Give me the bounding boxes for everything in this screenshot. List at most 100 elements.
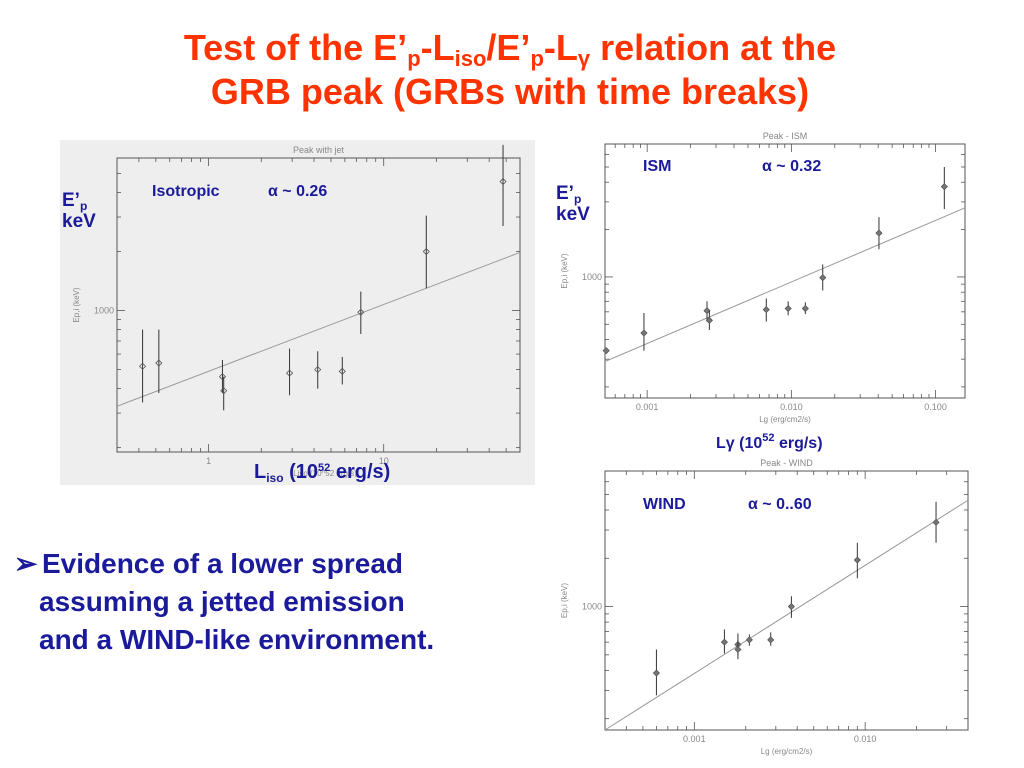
jet-scatter-plot: Peak with jet Ep,i (keV) Liso (10^52 erg/s…	[60, 140, 535, 485]
plot-background	[548, 455, 978, 760]
plot-frame	[116, 157, 521, 453]
data-point	[720, 638, 728, 646]
data-point	[314, 366, 322, 374]
ep-label-subscript: p	[79, 199, 88, 213]
fit-line	[116, 251, 521, 407]
title-part: /E’	[486, 27, 531, 68]
ism-label: ISM	[643, 158, 672, 175]
data-point	[784, 304, 792, 313]
y-axis-label: Ep,i (keV)	[560, 253, 569, 288]
plot-background	[548, 128, 978, 428]
data-point	[734, 645, 742, 654]
title-part: relation at the	[590, 27, 837, 68]
chart-title: Peak with jet	[293, 145, 345, 155]
y-tick-label: 1000	[582, 272, 602, 282]
data-point	[155, 359, 163, 367]
x-tick-label: 0.001	[636, 402, 659, 412]
data-point	[853, 556, 861, 564]
chart-title: Peak - WIND	[760, 458, 813, 468]
arrow-bullet-icon: ➢	[14, 548, 38, 579]
x-axis-label: Lg (erg/cm2/s)	[759, 415, 811, 424]
bullet-text: Evidence of a lower spread	[42, 548, 404, 579]
data-point	[499, 177, 507, 186]
liso-unit-b: erg/s)	[330, 461, 391, 483]
kev-label-text: keV	[556, 204, 590, 225]
data-point	[218, 373, 227, 381]
wind-label: WIND	[643, 496, 686, 513]
liso-unit-a: (10	[283, 461, 319, 483]
title-subscript: iso	[454, 46, 487, 71]
x-tick-label: 10	[379, 456, 389, 466]
data-point	[767, 636, 775, 644]
data-point	[762, 306, 770, 314]
wind-scatter-plot: Peak - WIND Ep,i (keV) Lg (erg/cm2/s) 0.001…	[548, 455, 978, 760]
y-axis-label: Ep,i (keV)	[560, 583, 569, 618]
wind-alpha: α ~ 0..60	[748, 496, 812, 513]
conclusion-bullet: ➢ Evidence of a lower spread assuming a j…	[14, 545, 534, 659]
lg-unit-b: erg/s)	[774, 435, 823, 452]
liso-L: L	[254, 461, 267, 483]
data-point	[819, 274, 827, 282]
data-point	[703, 307, 711, 315]
data-point	[652, 669, 660, 677]
lg-superscript: 52	[762, 432, 775, 444]
fit-line	[604, 207, 966, 362]
ep-axis-label-right: E’p keV	[556, 183, 590, 225]
slide-title: Test of the E’p-Liso/E’p-Lγ relation at …	[80, 26, 940, 114]
ep-axis-label-left: E’p keV	[62, 190, 96, 232]
bullet-line-2: assuming a jetted emission	[39, 586, 405, 617]
ep-label-text: E’	[556, 183, 574, 204]
y-tick-label: 1000	[94, 306, 114, 316]
title-line-2: GRB peak (GRBs with time breaks)	[210, 71, 810, 112]
data-point	[602, 347, 610, 355]
isotropic-label: Isotropic	[152, 183, 220, 200]
title-subscript: p	[407, 46, 421, 71]
title-line-1: Test of the E’p-Liso/E’p-Lγ relation at …	[80, 26, 940, 70]
x-axis-label: Liso (10^52 erg/s)	[293, 469, 357, 478]
liso-superscript: 52	[318, 462, 331, 474]
title-subscript: p	[530, 46, 544, 71]
title-part: -L	[543, 27, 578, 68]
bullet-line-1: ➢ Evidence of a lower spread	[14, 545, 534, 583]
x-tick-label: 0.100	[924, 402, 947, 412]
data-point	[745, 636, 753, 644]
data-point	[932, 518, 940, 526]
ism-alpha: α ~ 0.32	[762, 158, 822, 175]
data-point	[139, 362, 147, 370]
liso-subscript: iso	[266, 471, 284, 485]
lgamma-axis-label: Lγ (1052 erg/s)	[716, 433, 823, 454]
lg-unit-a: Lγ (10	[716, 435, 763, 452]
y-axis-label: Ep,i (keV)	[72, 287, 81, 322]
title-subscript: γ	[577, 46, 591, 71]
data-point	[940, 183, 948, 191]
title-part: -L	[420, 27, 455, 68]
x-tick-label: 0.010	[854, 734, 877, 744]
data-point	[875, 229, 883, 237]
ep-label-subscript: p	[573, 192, 582, 206]
chart-title: Peak - ISM	[763, 131, 808, 141]
data-point	[285, 369, 294, 377]
title-part: Test of the E’	[183, 27, 408, 68]
data-point	[357, 308, 365, 316]
data-point	[338, 367, 346, 375]
x-tick-label: 0.001	[683, 734, 706, 744]
x-axis-label: Lg (erg/cm2/s)	[761, 747, 813, 756]
data-point	[640, 329, 648, 337]
data-point	[220, 387, 228, 395]
x-tick-label: 0.010	[780, 402, 803, 412]
data-point	[787, 602, 795, 611]
ism-scatter-plot: Peak - ISM Ep,i (keV) Lg (erg/cm2/s) 0.001 0…	[548, 128, 978, 428]
kev-label-text: keV	[62, 211, 96, 232]
data-point	[801, 304, 809, 313]
data-point	[705, 316, 713, 324]
fit-line	[604, 499, 969, 731]
y-tick-label: 1000	[582, 602, 602, 612]
data-point	[422, 247, 430, 256]
isotropic-alpha: α ~ 0.26	[268, 183, 328, 200]
bullet-line-3: and a WIND-like environment.	[39, 624, 435, 655]
x-tick-label: 1	[206, 456, 211, 466]
plot-background	[60, 140, 535, 485]
ep-label-text: E’	[62, 190, 80, 211]
liso-axis-label: Liso (1052 erg/s)	[254, 461, 391, 485]
plot-frame	[604, 470, 969, 731]
